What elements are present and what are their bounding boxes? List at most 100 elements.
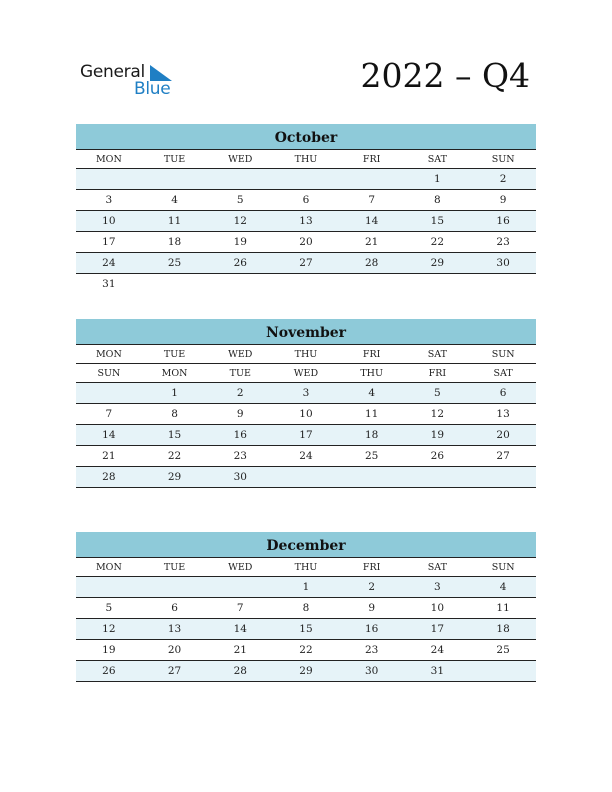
weekday-label: SUN: [76, 363, 142, 383]
weekday-label: SUN: [470, 558, 536, 577]
page-title: 2022 – Q4: [360, 56, 530, 95]
weekday-label: WED: [207, 558, 274, 577]
day-cell: 21: [338, 231, 405, 253]
day-cell: 1: [404, 168, 471, 190]
month-title: November: [76, 319, 536, 345]
day-cell: [273, 274, 339, 295]
day-cell: 29: [273, 660, 339, 682]
day-cell: 1: [273, 576, 339, 598]
logo: General Blue: [80, 62, 180, 102]
day-cell: 20: [470, 424, 536, 446]
day-cell: 15: [273, 618, 339, 640]
weekday-label: WED: [207, 345, 274, 364]
day-cell: 9: [338, 597, 405, 619]
weekday-label: SAT: [470, 363, 536, 383]
calendar-grid: MON TUE WED THU FRI SAT SUN SUN MON TUE WED THU FRI S…: [76, 345, 536, 488]
day-cell: [207, 168, 274, 190]
weekday-label: SUN: [470, 150, 536, 169]
day-cell: [470, 466, 536, 488]
weekday-label: SUN: [470, 345, 536, 364]
day-cell: 2: [338, 576, 405, 598]
week-row: 19 20 21 22 23 24 25: [76, 639, 536, 661]
weekday-label: TUE: [141, 345, 208, 364]
week-row: 21 22 23 24 25 26 27: [76, 445, 536, 467]
week-row: 24 25 26 27 28 29 30: [76, 252, 536, 274]
day-cell: 3: [273, 382, 339, 404]
day-cell: [273, 466, 339, 488]
weekday-label: THU: [273, 345, 339, 364]
weekday-label: WED: [207, 150, 274, 169]
month-december: December MON TUE WED THU FRI SAT SUN 1 2 3 4 5 6 7 8 9 1…: [76, 532, 536, 682]
day-cell: 1: [141, 382, 208, 404]
day-cell: 27: [273, 252, 339, 274]
day-cell: 27: [470, 445, 536, 467]
day-cell: 26: [404, 445, 471, 467]
logo-text-general: General: [80, 62, 145, 82]
day-cell: 23: [338, 639, 405, 661]
weekday-header-row: MON TUE WED THU FRI SAT SUN: [76, 150, 536, 169]
week-row: 5 6 7 8 9 10 11: [76, 597, 536, 619]
day-cell: [207, 576, 274, 598]
day-cell: 25: [338, 445, 405, 467]
day-cell: 16: [338, 618, 405, 640]
day-cell: 10: [76, 210, 142, 232]
day-cell: 9: [207, 403, 274, 425]
day-cell: 19: [404, 424, 471, 446]
day-cell: 29: [141, 466, 208, 488]
month-november: November MON TUE WED THU FRI SAT SUN SUN MON TUE W…: [76, 319, 536, 488]
day-cell: [338, 466, 405, 488]
day-cell: 15: [141, 424, 208, 446]
day-cell: 22: [404, 231, 471, 253]
day-cell: 30: [207, 466, 274, 488]
day-cell: 18: [141, 231, 208, 253]
day-cell: 17: [273, 424, 339, 446]
weekday-label: THU: [273, 558, 339, 577]
day-cell: 24: [273, 445, 339, 467]
weekday-label: SAT: [404, 150, 471, 169]
day-cell: [76, 382, 142, 404]
week-row: 12 13 14 15 16 17 18: [76, 618, 536, 640]
week-row: 14 15 16 17 18 19 20: [76, 424, 536, 446]
calendar-grid: MON TUE WED THU FRI SAT SUN 1 2 3 4 5 6 7 8 9 10 11 12 13 14…: [76, 558, 536, 682]
month-october: October MON TUE WED THU FRI SAT SUN 1 2 3 4 5 6 7 8 9 10…: [76, 124, 536, 294]
day-cell: 19: [207, 231, 274, 253]
day-cell: 14: [76, 424, 142, 446]
day-cell: 23: [207, 445, 274, 467]
day-cell: 28: [338, 252, 405, 274]
day-cell: 13: [141, 618, 208, 640]
day-cell: [405, 274, 471, 295]
day-cell: 5: [76, 597, 142, 619]
day-cell: 21: [207, 639, 274, 661]
day-cell: 24: [76, 252, 142, 274]
week-row: 31: [76, 274, 536, 295]
weekday-label: SAT: [404, 558, 471, 577]
day-cell: 21: [76, 445, 142, 467]
day-cell: 3: [404, 576, 471, 598]
weekday-label: MON: [76, 558, 142, 577]
week-row: 7 8 9 10 11 12 13: [76, 403, 536, 425]
day-cell: [470, 274, 536, 295]
day-cell: 27: [141, 660, 208, 682]
day-cell: 26: [207, 252, 274, 274]
day-cell: 14: [338, 210, 405, 232]
weekday-label: TUE: [141, 150, 208, 169]
day-cell: 3: [76, 189, 142, 211]
logo-triangle-icon: [150, 65, 172, 81]
weekday-label: FRI: [338, 345, 405, 364]
day-cell: 31: [102, 278, 116, 290]
week-row: 26 27 28 29 30 31: [76, 660, 536, 682]
day-cell: 6: [470, 382, 536, 404]
weekday-label: MON: [76, 345, 142, 364]
day-cell: [273, 168, 339, 190]
day-cell: 8: [141, 403, 208, 425]
day-cell: 17: [76, 231, 142, 253]
weekday-label: MON: [141, 363, 208, 383]
day-cell: 10: [273, 403, 339, 425]
day-cell: 16: [207, 424, 274, 446]
weekday-label: TUE: [207, 363, 274, 383]
day-cell: 5: [404, 382, 471, 404]
day-cell: 25: [141, 252, 208, 274]
weekday-label: FRI: [338, 558, 405, 577]
calendar-grid: MON TUE WED THU FRI SAT SUN 1 2 3 4 5 6 7 8 9 10 11 12 13 14…: [76, 150, 536, 294]
